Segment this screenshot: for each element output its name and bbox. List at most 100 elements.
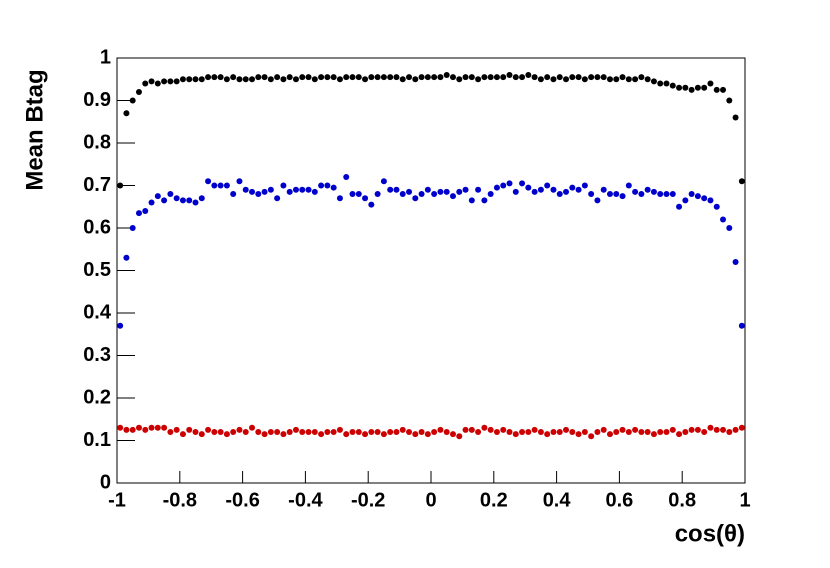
data-point (249, 188, 256, 195)
data-point (399, 426, 406, 433)
data-point (581, 429, 588, 435)
data-point (475, 429, 482, 435)
data-point (230, 74, 237, 81)
data-point (205, 74, 212, 81)
data-point (462, 74, 469, 81)
data-point (531, 188, 538, 195)
x-tick-label: -0.8 (163, 489, 197, 511)
data-point (242, 76, 249, 83)
data-point (223, 431, 230, 438)
data-point (362, 195, 369, 202)
data-point (694, 193, 701, 200)
data-point (142, 208, 149, 214)
x-tick-label: -0.2 (351, 489, 385, 511)
data-point (311, 76, 318, 83)
data-point (242, 429, 249, 435)
data-point (525, 429, 532, 435)
data-point (418, 429, 425, 435)
data-point (198, 76, 205, 83)
data-point (380, 178, 387, 185)
data-point (173, 426, 180, 433)
data-point (324, 429, 331, 435)
data-point (638, 74, 645, 81)
data-point (569, 429, 576, 435)
data-point (694, 426, 701, 433)
data-point (179, 197, 186, 204)
data-point (663, 191, 670, 197)
data-point (198, 431, 205, 438)
data-point (487, 74, 494, 81)
data-point (217, 74, 224, 81)
data-point (625, 182, 632, 189)
data-point (305, 186, 312, 193)
data-point (588, 191, 595, 197)
data-point (324, 74, 331, 81)
data-point (443, 429, 450, 435)
data-point (475, 76, 482, 83)
data-point (186, 197, 193, 204)
data-point (569, 184, 576, 191)
data-point (292, 76, 299, 83)
data-point (135, 89, 142, 95)
data-point (594, 74, 601, 81)
data-point (437, 74, 444, 81)
data-point (318, 431, 325, 438)
data-point (556, 191, 563, 197)
data-point (249, 424, 256, 431)
data-point (255, 429, 262, 435)
data-point (688, 86, 695, 93)
y-tick-label: 0.5 (83, 259, 111, 281)
data-point (550, 429, 557, 435)
data-point (575, 74, 582, 81)
data-point (563, 188, 570, 195)
data-point (205, 426, 212, 433)
data-point (412, 76, 419, 83)
data-point (236, 426, 243, 433)
y-tick-label: 0.9 (83, 89, 111, 111)
data-point (192, 429, 199, 435)
data-point (544, 74, 551, 81)
data-point (154, 424, 161, 431)
data-point (512, 431, 519, 438)
data-point (249, 76, 256, 83)
data-point (267, 429, 274, 435)
data-point (117, 182, 124, 189)
data-point (343, 431, 350, 438)
data-point (449, 431, 456, 438)
data-point (619, 193, 626, 200)
data-point (644, 76, 651, 83)
data-point (707, 197, 714, 204)
data-point (311, 429, 318, 435)
data-point (292, 186, 299, 193)
data-point (468, 426, 475, 433)
data-point (732, 114, 739, 121)
x-tick-label: -1 (108, 489, 126, 511)
data-point (506, 180, 513, 187)
data-point (512, 188, 519, 195)
data-point (713, 426, 720, 433)
data-point (468, 197, 475, 204)
data-point (600, 74, 607, 81)
data-point (261, 74, 268, 81)
data-point (167, 429, 174, 435)
data-point (318, 74, 325, 81)
data-point (330, 74, 337, 81)
data-point (676, 203, 683, 210)
data-point (500, 74, 507, 81)
data-point (418, 191, 425, 197)
data-point (424, 74, 431, 81)
data-point (669, 426, 676, 433)
data-point (198, 195, 205, 202)
data-point (154, 80, 161, 87)
data-point (280, 182, 287, 189)
data-point (456, 188, 463, 195)
data-point (525, 184, 532, 191)
data-point (299, 74, 306, 81)
data-point (299, 186, 306, 193)
data-point (694, 84, 701, 91)
data-point (720, 216, 727, 223)
data-point (462, 426, 469, 433)
data-point (657, 80, 664, 87)
data-point (142, 80, 149, 87)
data-point (563, 76, 570, 83)
